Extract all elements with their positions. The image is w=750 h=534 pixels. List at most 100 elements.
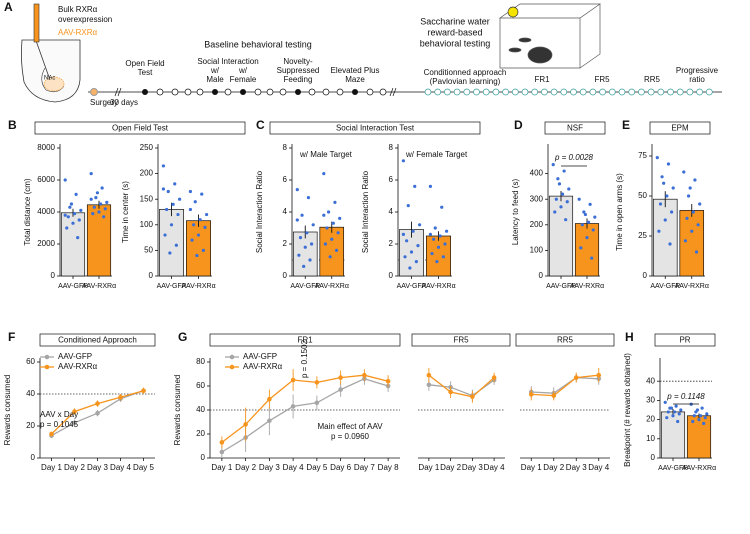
series-marker <box>448 389 453 395</box>
y-tick-label: 0 <box>283 271 288 280</box>
bar <box>159 209 185 277</box>
data-point <box>668 242 672 246</box>
title-box <box>544 121 606 135</box>
data-point <box>77 218 81 222</box>
x-tick-label: AAV-RXRα <box>315 283 349 290</box>
data-point <box>557 182 562 186</box>
data-point <box>428 232 432 236</box>
label: reward-based <box>427 27 482 37</box>
data-point <box>691 210 695 214</box>
timeline-dot <box>266 88 274 96</box>
timeline-dot <box>570 88 577 96</box>
label: Surgery <box>90 98 118 107</box>
legend-label: AAV-GFP <box>243 352 277 361</box>
data-point <box>556 177 560 181</box>
series-marker <box>141 388 146 394</box>
data-point <box>326 210 331 214</box>
timeline-dot <box>492 88 500 96</box>
series-line <box>221 378 389 453</box>
data-point <box>89 197 93 201</box>
y-tick-label: 6 <box>389 175 394 184</box>
data-point <box>691 419 695 424</box>
data-point <box>674 404 678 408</box>
timeline-dot <box>686 88 694 96</box>
annotation: p = 0.1148 <box>666 392 705 401</box>
axis-break <box>389 87 397 97</box>
timeline-dot <box>322 88 330 96</box>
data-point <box>588 202 592 206</box>
x-tick-label: Day 8 <box>378 463 399 472</box>
label: FR5 <box>594 75 610 84</box>
series-marker <box>118 394 123 400</box>
series-marker <box>243 422 248 427</box>
data-point <box>655 156 659 160</box>
data-point <box>679 408 683 412</box>
timeline-dot <box>379 88 387 96</box>
data-point <box>305 231 309 235</box>
subtitle: w/ Female Target <box>405 150 468 159</box>
timeline-dot <box>240 89 246 95</box>
axis-break <box>114 87 122 97</box>
data-point <box>74 192 78 196</box>
data-point <box>414 260 418 264</box>
label: behavioral testing <box>420 38 491 48</box>
data-point <box>310 242 314 246</box>
timeline-dot <box>667 88 674 96</box>
data-point <box>408 266 412 270</box>
data-point <box>336 231 340 235</box>
data-point <box>297 253 301 257</box>
data-point <box>671 186 675 190</box>
panel-letter: C <box>256 118 265 132</box>
data-point <box>165 207 169 212</box>
data-point <box>330 237 334 241</box>
data-point <box>193 200 197 204</box>
x-tick-label: Day 4 <box>588 463 609 472</box>
y-tick-label: 50 <box>638 191 647 200</box>
timeline-dot <box>628 88 636 96</box>
label: Feeding <box>284 75 313 84</box>
data-point <box>195 253 199 258</box>
panel-title: Open Field Test <box>112 124 169 133</box>
y-axis-label: Total distance (cm) <box>23 178 32 245</box>
brain-structure <box>41 67 65 93</box>
y-tick-label: 200 <box>140 169 154 178</box>
annotation: AAV x Day <box>40 410 78 419</box>
bar <box>679 210 705 277</box>
annotation: p = 0.1502 <box>300 339 309 378</box>
timeline-dot <box>647 88 655 96</box>
data-point <box>682 170 686 174</box>
data-point <box>328 255 332 259</box>
timeline-dot <box>482 88 490 96</box>
series-marker <box>95 410 100 416</box>
panel-title: NSF <box>567 124 583 133</box>
legend-label: AAV-RXRα <box>58 362 98 371</box>
timeline-dot <box>184 88 192 96</box>
series-marker <box>385 378 391 384</box>
timeline-dot <box>502 88 509 96</box>
timeline-dot <box>511 88 519 96</box>
x-tick-label: Day 6 <box>330 463 351 472</box>
y-tick-label: 0 <box>31 453 36 462</box>
data-point <box>168 251 172 255</box>
timeline-dot <box>589 88 597 96</box>
data-point <box>169 223 174 227</box>
data-point <box>176 212 180 217</box>
data-point <box>91 212 95 216</box>
timeline-dot <box>531 88 539 96</box>
data-point <box>334 248 339 252</box>
annotation: p = 0.1045 <box>40 420 79 429</box>
data-point <box>411 229 415 233</box>
series-marker <box>72 409 77 414</box>
annotation: Main effect of AAV <box>317 422 383 431</box>
x-tick-label: AAV-RXRα <box>682 465 716 472</box>
series-marker <box>219 440 225 445</box>
data-point <box>203 225 207 229</box>
data-point <box>553 210 557 214</box>
panel-title: FR1 <box>297 336 313 345</box>
data-point <box>100 186 104 190</box>
data-point <box>322 172 326 176</box>
panel-letter: G <box>178 330 187 344</box>
timeline-dot <box>473 88 480 96</box>
bar <box>319 226 345 277</box>
